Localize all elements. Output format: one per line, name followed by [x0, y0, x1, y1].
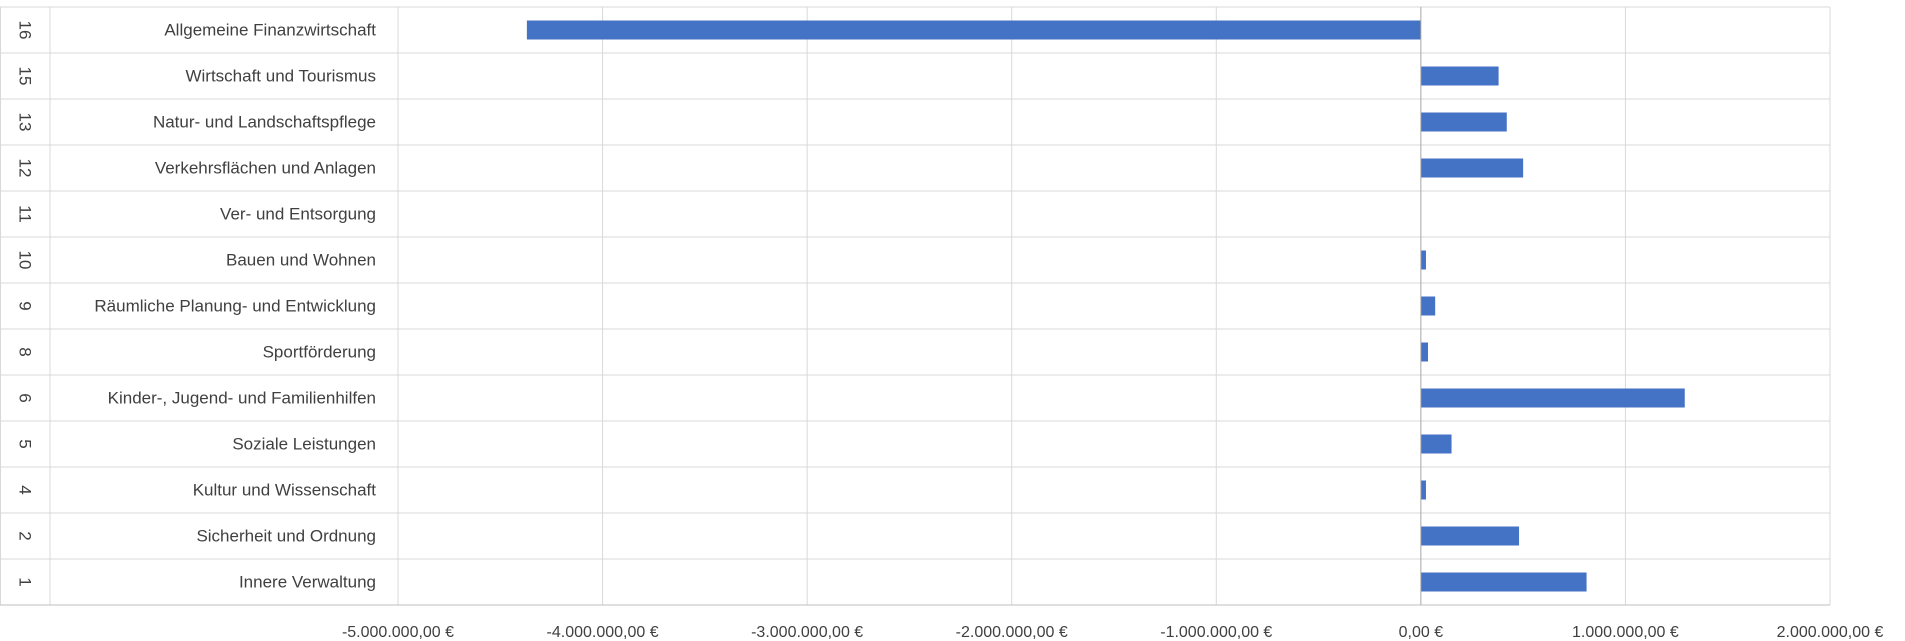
category-number: 1 — [16, 577, 35, 586]
category-label: Kultur und Wissenschaft — [193, 481, 377, 500]
bar — [1420, 342, 1429, 362]
category-label: Natur- und Landschaftspflege — [153, 113, 376, 132]
category-number: 8 — [16, 347, 35, 356]
bar — [1420, 112, 1507, 132]
x-tick-label: -5.000.000,00 € — [342, 624, 454, 641]
category-number: 2 — [16, 531, 35, 540]
x-tick-label: -4.000.000,00 € — [547, 624, 659, 641]
category-label: Räumliche Planung- und Entwicklung — [94, 297, 376, 316]
x-tick-label: -1.000.000,00 € — [1160, 624, 1272, 641]
x-tick-label: 2.000.000,00 € — [1777, 624, 1884, 641]
axes — [0, 7, 1830, 606]
x-tick-label: -2.000.000,00 € — [956, 624, 1068, 641]
category-label: Wirtschaft und Tourismus — [185, 67, 376, 86]
category-number: 15 — [16, 67, 35, 86]
category-number: 11 — [16, 205, 35, 223]
category-number: 12 — [16, 159, 35, 178]
category-label: Bauen und Wohnen — [226, 251, 376, 270]
x-tick-labels: -5.000.000,00 € -4.000.000,00 € -3.000.000… — [342, 624, 1884, 641]
category-label: Sicherheit und Ordnung — [196, 527, 376, 546]
bar — [1420, 572, 1587, 592]
category-number: 13 — [16, 113, 35, 132]
category-label: Kinder-, Jugend- und Familienhilfen — [108, 389, 376, 408]
bar — [1420, 296, 1436, 316]
category-number: 16 — [16, 21, 35, 40]
category-label: Innere Verwaltung — [239, 573, 376, 592]
bar — [1420, 250, 1426, 270]
category-label: Verkehrsflächen und Anlagen — [155, 159, 376, 178]
bar — [1420, 158, 1524, 178]
bar — [1420, 434, 1452, 454]
bar — [1420, 480, 1426, 500]
bar — [1420, 66, 1499, 86]
bar — [526, 20, 1421, 40]
category-number: 4 — [16, 485, 35, 494]
x-tick-label: -3.000.000,00 € — [751, 624, 863, 641]
category-number: 6 — [16, 393, 35, 402]
category-label: Ver- und Entsorgung — [220, 205, 376, 224]
bar — [1420, 526, 1520, 546]
bars — [526, 20, 1685, 592]
x-tick-label: 0,00 € — [1399, 624, 1444, 641]
bar — [1420, 388, 1685, 408]
category-label: Sportförderung — [263, 343, 376, 362]
x-tick-label: 1.000.000,00 € — [1572, 624, 1679, 641]
category-number: 10 — [16, 251, 35, 270]
category-label: Allgemeine Finanzwirtschaft — [164, 21, 376, 40]
category-number: 5 — [16, 439, 35, 448]
grid-layer — [0, 6, 1831, 606]
category-label: Soziale Leistungen — [232, 435, 376, 454]
category-number: 9 — [16, 301, 35, 310]
